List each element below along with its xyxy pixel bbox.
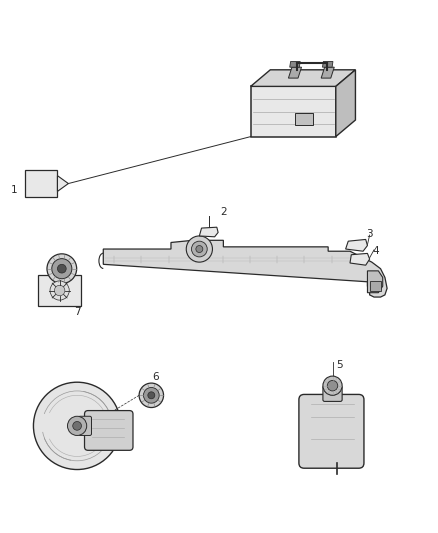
Circle shape (144, 387, 159, 403)
Text: 6: 6 (152, 372, 159, 382)
Circle shape (47, 254, 77, 284)
Text: 5: 5 (336, 360, 343, 370)
Circle shape (327, 381, 338, 391)
Polygon shape (322, 61, 333, 67)
Circle shape (52, 259, 72, 279)
Text: 3: 3 (366, 229, 373, 239)
Bar (370, 281, 381, 290)
Polygon shape (350, 253, 370, 265)
Circle shape (67, 416, 87, 435)
FancyBboxPatch shape (323, 386, 342, 401)
Circle shape (148, 392, 155, 399)
Polygon shape (199, 227, 218, 237)
FancyBboxPatch shape (299, 394, 364, 468)
Polygon shape (251, 86, 336, 136)
Bar (295, 113, 313, 125)
Polygon shape (336, 70, 356, 136)
Polygon shape (290, 61, 300, 67)
Circle shape (191, 241, 207, 257)
Circle shape (33, 382, 121, 470)
Text: 2: 2 (220, 207, 227, 217)
Circle shape (50, 281, 69, 300)
Polygon shape (367, 271, 383, 293)
Circle shape (73, 422, 81, 430)
Circle shape (54, 285, 65, 296)
FancyBboxPatch shape (78, 416, 92, 435)
Polygon shape (251, 70, 356, 86)
FancyBboxPatch shape (85, 410, 133, 450)
Circle shape (57, 264, 66, 273)
Bar (25, 171, 57, 197)
Circle shape (196, 246, 203, 253)
Polygon shape (346, 239, 367, 251)
Bar (38, 275, 81, 306)
Polygon shape (103, 240, 387, 297)
Circle shape (186, 236, 212, 262)
Polygon shape (321, 67, 334, 78)
Polygon shape (288, 67, 301, 78)
Text: 7: 7 (74, 308, 81, 317)
Text: 1: 1 (11, 185, 17, 195)
Circle shape (139, 383, 163, 408)
Polygon shape (57, 176, 68, 191)
Text: 4: 4 (373, 246, 379, 256)
Circle shape (323, 376, 342, 395)
